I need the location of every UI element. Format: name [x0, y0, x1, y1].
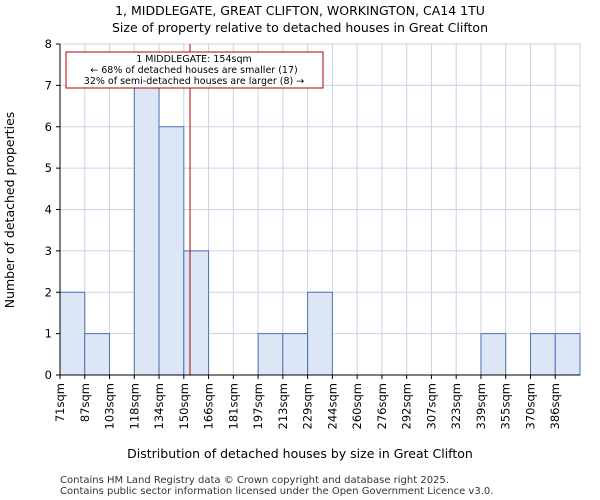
- x-tick-label-307sqm: 307sqm: [424, 383, 438, 429]
- x-tick-label-118sqm: 118sqm: [127, 383, 141, 429]
- x-tick-label-355sqm: 355sqm: [499, 383, 513, 429]
- x-ticks: 71sqm 87sqm 103sqm 118sqm 134sqm 150sqm 166sqm…: [53, 375, 562, 429]
- x-tick-label-244sqm: 244sqm: [325, 383, 339, 429]
- y-axis-label: Number of detached properties: [2, 112, 17, 309]
- x-tick-label-87sqm: 87sqm: [78, 383, 92, 422]
- chart-title: 1, MIDDLEGATE, GREAT CLIFTON, WORKINGTON…: [115, 3, 485, 18]
- bar-229sqm: [307, 291, 333, 376]
- annotation-line-2: ← 68% of detached houses are smaller (17…: [90, 65, 297, 76]
- chart-subtitle: Size of property relative to detached ho…: [112, 20, 488, 35]
- x-tick-label-276sqm: 276sqm: [375, 383, 389, 429]
- x-tick-label-370sqm: 370sqm: [523, 383, 537, 429]
- bar-339sqm: [480, 333, 507, 376]
- x-tick-label-323sqm: 323sqm: [449, 383, 463, 429]
- annotation: 1 MIDDLEGATE: 154sqm ← 68% of detached h…: [65, 51, 324, 89]
- x-tick-label-103sqm: 103sqm: [103, 383, 117, 429]
- y-tick-label-1: 1: [45, 327, 52, 341]
- y-tick-label-8: 8: [45, 37, 52, 51]
- y-tick-label-5: 5: [45, 161, 52, 175]
- x-tick-label-229sqm: 229sqm: [301, 383, 315, 429]
- x-tick-label-71sqm: 71sqm: [53, 383, 67, 422]
- x-tick-label-386sqm: 386sqm: [548, 383, 562, 429]
- x-tick-label-292sqm: 292sqm: [400, 383, 414, 429]
- annotation-line-3: 32% of semi-detached houses are larger (…: [84, 76, 304, 87]
- bar-71sqm: [59, 291, 86, 376]
- y-tick-label-2: 2: [45, 285, 52, 299]
- annotation-line-1: 1 MIDDLEGATE: 154sqm: [136, 54, 252, 65]
- y-tick-label-3: 3: [45, 244, 52, 258]
- bar-118sqm: [133, 84, 160, 376]
- bar-87sqm: [84, 333, 111, 376]
- bar-386sqm: [554, 333, 581, 376]
- y-tick-label-0: 0: [45, 368, 52, 382]
- x-tick-label-150sqm: 150sqm: [177, 383, 191, 429]
- x-axis-label: Distribution of detached houses by size …: [127, 446, 473, 461]
- bar-213sqm: [282, 333, 309, 376]
- x-tick-label-166sqm: 166sqm: [202, 383, 216, 429]
- y-tick-label-4: 4: [45, 203, 52, 217]
- x-tick-label-260sqm: 260sqm: [350, 383, 364, 429]
- bar-150sqm: [183, 250, 210, 376]
- bar-197sqm: [257, 333, 284, 376]
- x-tick-label-181sqm: 181sqm: [226, 383, 240, 429]
- y-tick-label-6: 6: [45, 120, 52, 134]
- x-tick-label-213sqm: 213sqm: [276, 383, 290, 429]
- x-tick-label-134sqm: 134sqm: [152, 383, 166, 429]
- x-tick-label-197sqm: 197sqm: [251, 383, 265, 429]
- bars: [59, 84, 581, 376]
- bar-370sqm: [529, 333, 556, 376]
- footer-line-1: Contains HM Land Registry data © Crown c…: [60, 475, 449, 486]
- y-tick-label-7: 7: [45, 78, 52, 92]
- y-ticks: 0 1 2 3 4 5 6 7 8: [45, 37, 60, 382]
- footer-line-2: Contains public sector information licen…: [60, 486, 493, 497]
- annotation-box: [65, 51, 324, 89]
- x-tick-label-339sqm: 339sqm: [474, 383, 488, 429]
- bar-134sqm: [158, 126, 185, 376]
